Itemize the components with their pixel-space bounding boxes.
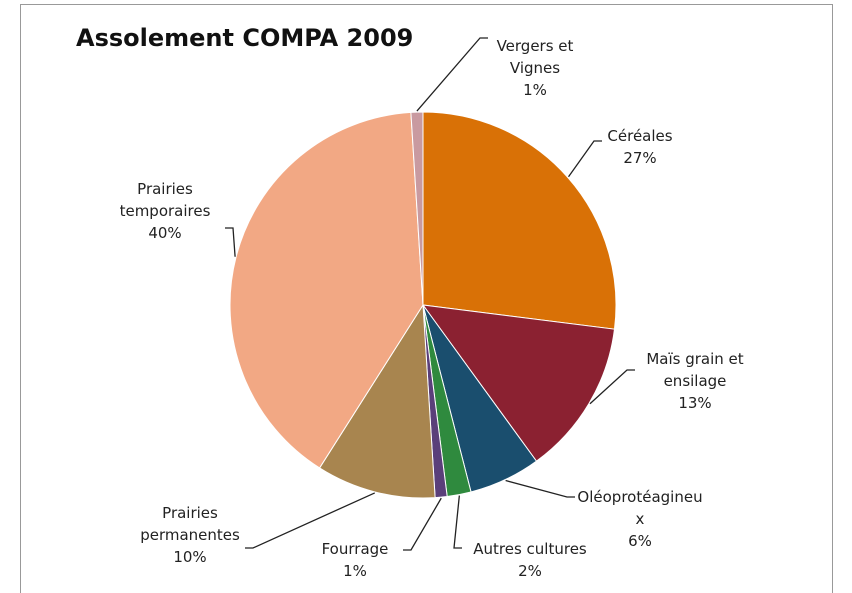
pie-slice [421,304,616,462]
category-label: Maïs grain et ensilage [646,350,744,390]
category-label: Fourrage [321,540,389,558]
value-label: 1% [343,562,367,580]
leader-line [567,140,602,178]
data-label: Prairies temporaires 40% [105,178,225,244]
value-label: 6% [628,532,652,550]
leader-line [505,479,575,498]
data-label: Oléoprotéagineux 6% [575,486,705,552]
category-label: Vergers et Vignes [496,37,574,77]
value-label: 1% [523,81,547,99]
category-label: Prairies temporaires [119,180,211,220]
leader-line [225,227,236,257]
leader-line [453,495,462,549]
leader-line [416,37,488,112]
data-label: Prairies permanentes 10% [130,502,250,568]
leader-line [245,492,376,549]
value-label: 2% [518,562,542,580]
pie-slice [410,111,424,306]
data-label: Maïs grain et ensilage 13% [630,348,760,414]
leader-line [403,497,442,551]
pie-slice [229,111,424,469]
category-label: Oléoprotéagineux [577,488,703,528]
data-label: Vergers et Vignes 1% [485,35,585,101]
category-label: Autres cultures [473,540,587,558]
value-label: 40% [148,224,182,242]
pie-slice [422,111,617,330]
value-label: 10% [173,548,207,566]
category-label: Céréales [607,127,673,145]
value-label: 13% [678,394,712,412]
chart-title: Assolement COMPA 2009 [76,24,414,52]
value-label: 27% [623,149,657,167]
leader-line [589,369,635,405]
pie-slice [318,303,436,499]
data-label: Autres cultures 2% [455,538,605,582]
data-label: Fourrage 1% [310,538,400,582]
data-label: Céréales 27% [595,125,685,169]
category-label: Prairies permanentes [140,504,240,544]
